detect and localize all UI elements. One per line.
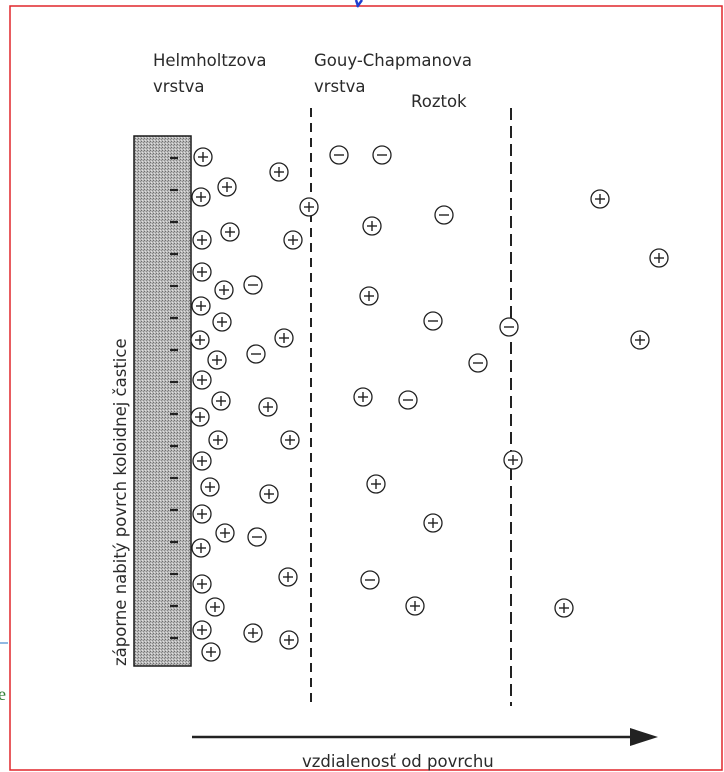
cation-plus-icon	[212, 312, 232, 332]
cation-plus-icon	[405, 596, 425, 616]
ions-group	[190, 145, 669, 662]
edge-text-fragment: e	[0, 684, 6, 704]
cation-plus-icon	[192, 504, 212, 524]
anion-minus-icon	[243, 275, 263, 295]
cation-plus-icon	[200, 477, 220, 497]
cation-plus-icon	[359, 286, 379, 306]
cation-plus-icon	[191, 296, 211, 316]
helmholtz-label: Helmholtzova vrstva	[153, 51, 272, 96]
cation-plus-icon	[590, 189, 610, 209]
cation-plus-icon	[211, 391, 231, 411]
cation-plus-icon	[192, 574, 212, 594]
cation-plus-icon	[554, 598, 574, 618]
gouy-chapman-label: Gouy-Chapmanova vrstva	[314, 51, 477, 96]
cation-plus-icon	[243, 623, 263, 643]
anion-minus-icon	[499, 317, 519, 337]
distance-arrow-head	[630, 728, 658, 746]
cation-plus-icon	[191, 538, 211, 558]
surface-charges	[170, 156, 178, 640]
cation-plus-icon	[280, 430, 300, 450]
cation-plus-icon	[217, 177, 237, 197]
cation-plus-icon	[278, 567, 298, 587]
helmholtz-label-line-1: Helmholtzova	[153, 51, 266, 70]
anion-minus-icon	[372, 145, 392, 165]
anion-minus-icon	[329, 145, 349, 165]
cation-plus-icon	[192, 230, 212, 250]
cation-plus-icon	[208, 430, 228, 450]
cation-plus-icon	[279, 630, 299, 650]
solution-label: Roztok	[411, 92, 467, 111]
anion-minus-icon	[246, 344, 266, 364]
anion-minus-icon	[360, 570, 380, 590]
anion-minus-icon	[247, 527, 267, 547]
cation-plus-icon	[423, 513, 443, 533]
cation-plus-icon	[366, 474, 386, 494]
anion-minus-icon	[468, 353, 488, 373]
cation-plus-icon	[192, 451, 212, 471]
gouy-label-line-2: vrstva	[314, 77, 366, 96]
cation-plus-icon	[503, 450, 523, 470]
cation-plus-icon	[649, 248, 669, 268]
cation-plus-icon	[191, 187, 211, 207]
cation-plus-icon	[274, 328, 294, 348]
cation-plus-icon	[190, 407, 210, 427]
cation-plus-icon	[630, 330, 650, 350]
cation-plus-icon	[299, 197, 319, 217]
cation-plus-icon	[190, 330, 210, 350]
cation-plus-icon	[362, 216, 382, 236]
anion-minus-icon	[423, 311, 443, 331]
cation-plus-icon	[353, 387, 373, 407]
cation-plus-icon	[258, 397, 278, 417]
gouy-label-line-1: Gouy-Chapmanova	[314, 51, 472, 70]
cation-plus-icon	[269, 162, 289, 182]
anion-minus-icon	[434, 205, 454, 225]
cation-plus-icon	[193, 147, 213, 167]
slide-frame	[9, 5, 723, 771]
cation-plus-icon	[220, 222, 240, 242]
cation-plus-icon	[192, 370, 212, 390]
colloid-surface	[133, 135, 192, 667]
cation-plus-icon	[205, 597, 225, 617]
cation-plus-icon	[192, 262, 212, 282]
helmholtz-label-line-2: vrstva	[153, 77, 205, 96]
cation-plus-icon	[283, 230, 303, 250]
cation-plus-icon	[215, 523, 235, 543]
cation-plus-icon	[259, 484, 279, 504]
cation-plus-icon	[214, 280, 234, 300]
cation-plus-icon	[207, 350, 227, 370]
cation-plus-icon	[201, 642, 221, 662]
surface-label: záporne nabitý povrch koloidnej častice	[111, 338, 130, 666]
title-fragment-glyph	[354, 0, 364, 8]
cation-plus-icon	[192, 620, 212, 640]
distance-label: vzdialenosť od povrchu	[302, 752, 494, 771]
anion-minus-icon	[398, 390, 418, 410]
